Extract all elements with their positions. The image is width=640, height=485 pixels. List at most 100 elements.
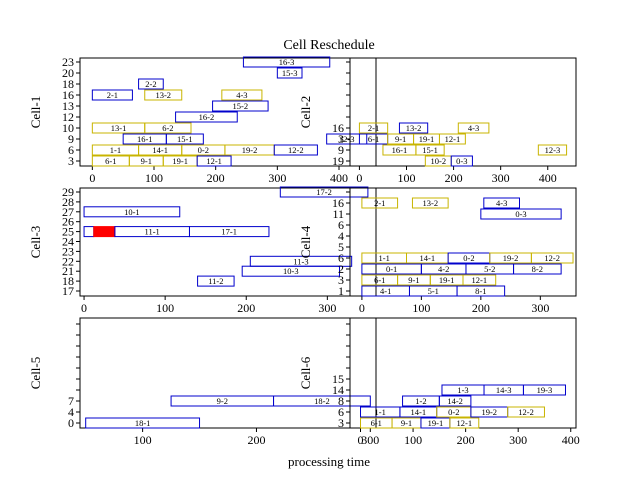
task-bar-label: 9-2 (217, 396, 228, 406)
y-axis-label: Cell-1 (28, 96, 43, 129)
x-tick-label: 0 (359, 301, 365, 315)
plot-frame (79, 317, 377, 429)
x-tick-label: 300 (361, 433, 379, 447)
task-bar (93, 226, 116, 238)
task-bar (438, 133, 466, 145)
task-bar-label: 14-3 (496, 385, 512, 395)
y-tick-label: 0 (68, 416, 74, 430)
task-bar-label: 2-1 (374, 198, 385, 208)
task-bar (144, 122, 192, 134)
task-bar-label: 12-2 (518, 407, 534, 417)
task-bar-label: 0-1 (386, 264, 397, 274)
y-axis-label: Cell-2 (298, 96, 313, 129)
y-tick-label: 5 (338, 240, 344, 254)
y-tick-label: 17 (62, 284, 74, 298)
task-bar (279, 186, 369, 198)
task-bar (530, 252, 574, 264)
task-bar-label: 0-2 (448, 407, 459, 417)
task-bar (276, 67, 303, 79)
x-tick-label: 0 (89, 171, 95, 185)
task-bar-label: 13-2 (422, 198, 438, 208)
task-bar-label: 13-2 (406, 123, 422, 133)
task-bar (188, 226, 270, 238)
task-bar (438, 395, 472, 407)
task-bar-label: 1-2 (415, 396, 426, 406)
task-bar-label: 9-1 (395, 134, 406, 144)
y-tick-label: 15 (332, 372, 344, 386)
x-tick-label: 200 (247, 433, 265, 447)
task-bar (398, 122, 429, 134)
y-tick-label: 4 (338, 229, 344, 243)
y-tick-label: 18 (62, 274, 74, 288)
task-bar-label: 6-1 (371, 418, 382, 428)
task-bar-label: 12-1 (445, 134, 461, 144)
task-bar-label: 14-1 (411, 407, 427, 417)
task-bar-label: 2-2 (145, 79, 156, 89)
task-bar-label: 12-1 (457, 418, 473, 428)
y-tick-label: 18 (62, 77, 74, 91)
y-tick-label: 11 (332, 207, 344, 221)
task-bar (326, 133, 368, 145)
task-bar-label: 17-2 (316, 187, 332, 197)
y-tick-label: 21 (62, 264, 74, 278)
task-bar (83, 226, 95, 238)
x-tick-label: 300 (318, 301, 336, 315)
y-tick-label: 2 (338, 262, 344, 276)
x-tick-label: 100 (412, 301, 430, 315)
y-tick-label: 7 (68, 394, 74, 408)
task-bar-label: 11-1 (145, 227, 160, 237)
plot-frame (349, 57, 577, 167)
y-tick-label: 22 (62, 254, 74, 268)
y-tick-label: 4 (68, 405, 74, 419)
task-bar-label: 6-1 (374, 275, 385, 285)
y-tick-label: 14 (332, 383, 344, 397)
task-bar-label: 8-2 (532, 264, 543, 274)
x-tick-label: 400 (539, 171, 557, 185)
task-bar (83, 206, 181, 218)
task-bar (249, 255, 353, 267)
task-bar (358, 122, 389, 134)
task-bar-label: 15-1 (177, 134, 193, 144)
task-bar-label: 1-1 (379, 253, 390, 263)
task-bar-label: 16-1 (137, 134, 153, 144)
task-bar-label: 6-2 (162, 123, 173, 133)
y-tick-label: 16 (62, 88, 74, 102)
task-bar-label: 15-2 (233, 101, 249, 111)
task-bar-label: 18-2 (314, 396, 330, 406)
task-bar-label: 4-1 (380, 286, 391, 296)
x-tick-label: 200 (445, 171, 463, 185)
x-tick-label: 100 (134, 433, 152, 447)
task-bar (456, 285, 506, 297)
task-bar-label: 6-1 (105, 156, 116, 166)
y-axis-label: Cell-5 (28, 357, 43, 390)
y-axis-label: Cell-6 (298, 356, 313, 389)
task-bar-label: 19-1 (172, 156, 188, 166)
task-bar-label: 15-1 (422, 145, 438, 155)
task-bar-label: 5-2 (484, 264, 495, 274)
task-bar-label: 4-3 (236, 90, 247, 100)
task-bar (175, 111, 238, 123)
task-bar (457, 122, 490, 134)
task-bar-label: 8-1 (475, 286, 486, 296)
x-tick-label: 200 (472, 301, 490, 315)
task-bar-label: 11-2 (208, 276, 223, 286)
task-bar (449, 417, 480, 429)
task-bar (91, 89, 133, 101)
y-tick-label: 27 (62, 205, 74, 219)
y-tick-label: 26 (62, 215, 74, 229)
y-tick-label: 19 (332, 154, 344, 168)
task-bar-label: 4-3 (496, 198, 507, 208)
task-bar-label: 16-3 (279, 57, 295, 67)
task-bar-label: 17-1 (221, 227, 237, 237)
x-tick-label: 300 (509, 433, 527, 447)
x-tick-label: 0 (358, 433, 364, 447)
task-bar-label: 19-2 (503, 253, 519, 263)
